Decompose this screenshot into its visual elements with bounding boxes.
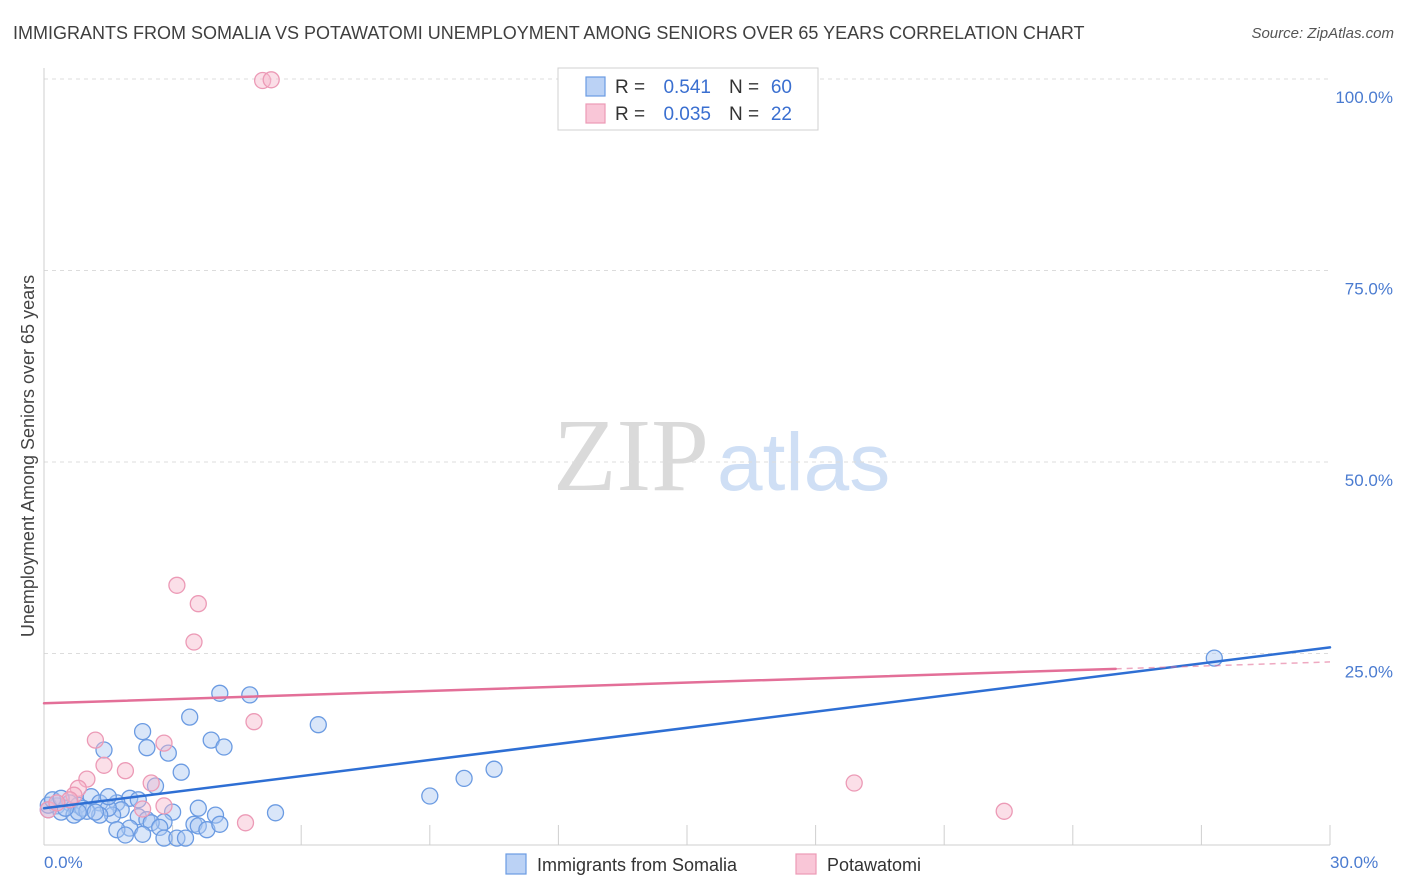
- potawatomi-trend-line: [42, 667, 1117, 705]
- potawatomi-point: [168, 576, 186, 594]
- potawatomi-point: [142, 774, 160, 792]
- stats-legend-row-potawatomi: R = 0.035 N = 22: [585, 103, 792, 125]
- immigrants-from-somalia-point: [198, 821, 216, 839]
- data-points: [39, 71, 1223, 847]
- potawatomi-point: [262, 71, 280, 89]
- y-tick-label: 25.0%: [1345, 663, 1393, 682]
- y-axis-label: Unemployment Among Seniors over 65 years: [18, 275, 38, 637]
- potawatomi-trend-line-extension: [1115, 661, 1331, 670]
- x-tick-label: 0.0%: [44, 853, 83, 872]
- potawatomi-point: [155, 734, 173, 752]
- y-tick-label: 50.0%: [1345, 471, 1393, 490]
- chart-source: Source: ZipAtlas.com: [1251, 25, 1394, 42]
- immigrants-from-somalia-point: [112, 801, 130, 819]
- potawatomi-point: [78, 770, 96, 788]
- trend-lines: [42, 646, 1332, 810]
- immigrants-from-somalia-point: [189, 799, 207, 817]
- potawatomi-point: [95, 756, 113, 774]
- x-tick-labels: 0.0% 30.0%: [44, 853, 1378, 872]
- immigrants-from-somalia-point: [133, 825, 152, 843]
- somalia-legend-swatch: [505, 853, 527, 875]
- immigrants-from-somalia-point: [116, 826, 135, 844]
- watermark: ZIP atlas: [553, 398, 890, 513]
- potawatomi-swatch: [585, 103, 606, 124]
- immigrants-from-somalia-point: [309, 716, 327, 734]
- immigrants-from-somalia-point: [455, 769, 473, 788]
- n-label: N =: [729, 77, 759, 98]
- immigrants-from-somalia-point: [211, 815, 229, 833]
- potawatomi-point: [236, 814, 255, 832]
- r-value: 0.035: [663, 104, 711, 125]
- immigrants-from-somalia-point: [138, 739, 156, 757]
- r-label: R =: [615, 77, 645, 98]
- somalia-swatch: [585, 76, 606, 97]
- potawatomi-point: [189, 595, 207, 613]
- immigrants-from-somalia-point: [189, 817, 207, 835]
- immigrants-from-somalia-point: [155, 829, 173, 847]
- n-value: 22: [771, 104, 792, 125]
- immigrants-from-somalia-point: [159, 744, 177, 762]
- potawatomi-point: [185, 633, 203, 651]
- immigrants-from-somalia-point: [206, 806, 225, 824]
- gridlines: [44, 78, 1330, 654]
- immigrants-from-somalia-point: [133, 722, 152, 741]
- immigrants-from-somalia-point: [176, 829, 195, 847]
- immigrants-from-somalia-point: [421, 787, 439, 805]
- immigrants-from-somalia-point: [151, 818, 169, 837]
- legend-item-potawatomi: Potawatomi: [795, 853, 921, 875]
- immigrants-from-somalia-point: [108, 821, 126, 839]
- stats-legend: R = 0.541 N = 60 R = 0.035 N = 22: [557, 67, 819, 131]
- immigrants-from-somalia-trend-line: [42, 646, 1332, 810]
- x-tick-marks: [43, 825, 1331, 845]
- potawatomi-point: [116, 762, 135, 780]
- immigrants-from-somalia-point: [142, 814, 160, 832]
- potawatomi-point: [845, 774, 863, 792]
- potawatomi-point: [995, 802, 1013, 820]
- n-label: N =: [729, 104, 759, 125]
- legend-label-somalia: Immigrants from Somalia: [537, 855, 738, 875]
- immigrants-from-somalia-point: [266, 804, 285, 822]
- y-tick-labels: 100.0% 75.0% 50.0% 25.0%: [1335, 88, 1393, 682]
- immigrants-from-somalia-point: [241, 686, 259, 704]
- immigrants-from-somalia-point: [181, 708, 199, 726]
- r-value: 0.541: [663, 77, 711, 98]
- legend-item-somalia: Immigrants from Somalia: [505, 853, 738, 875]
- watermark-zip: ZIP: [553, 398, 709, 513]
- chart-title: IMMIGRANTS FROM SOMALIA VS POTAWATOMI UN…: [13, 23, 1085, 43]
- potawatomi-legend-swatch: [795, 853, 817, 875]
- immigrants-from-somalia-point: [99, 788, 117, 806]
- legend-label-potawatomi: Potawatomi: [827, 855, 921, 875]
- potawatomi-point: [39, 801, 57, 819]
- potawatomi-point: [133, 800, 152, 818]
- immigrants-from-somalia-point: [86, 803, 105, 821]
- x-tick-label: 30.0%: [1330, 853, 1378, 872]
- immigrants-from-somalia-point: [172, 763, 190, 781]
- potawatomi-point: [155, 797, 173, 815]
- potawatomi-point: [245, 713, 263, 731]
- stats-legend-row-somalia: R = 0.541 N = 60: [585, 76, 792, 98]
- immigrants-from-somalia-point: [485, 760, 503, 778]
- r-label: R =: [615, 104, 645, 125]
- y-tick-label: 100.0%: [1335, 88, 1393, 107]
- potawatomi-point: [86, 731, 105, 749]
- y-tick-label: 75.0%: [1345, 280, 1393, 299]
- n-value: 60: [771, 77, 792, 98]
- series-legend: Immigrants from Somalia Potawatomi: [505, 853, 921, 875]
- immigrants-from-somalia-point: [215, 738, 233, 756]
